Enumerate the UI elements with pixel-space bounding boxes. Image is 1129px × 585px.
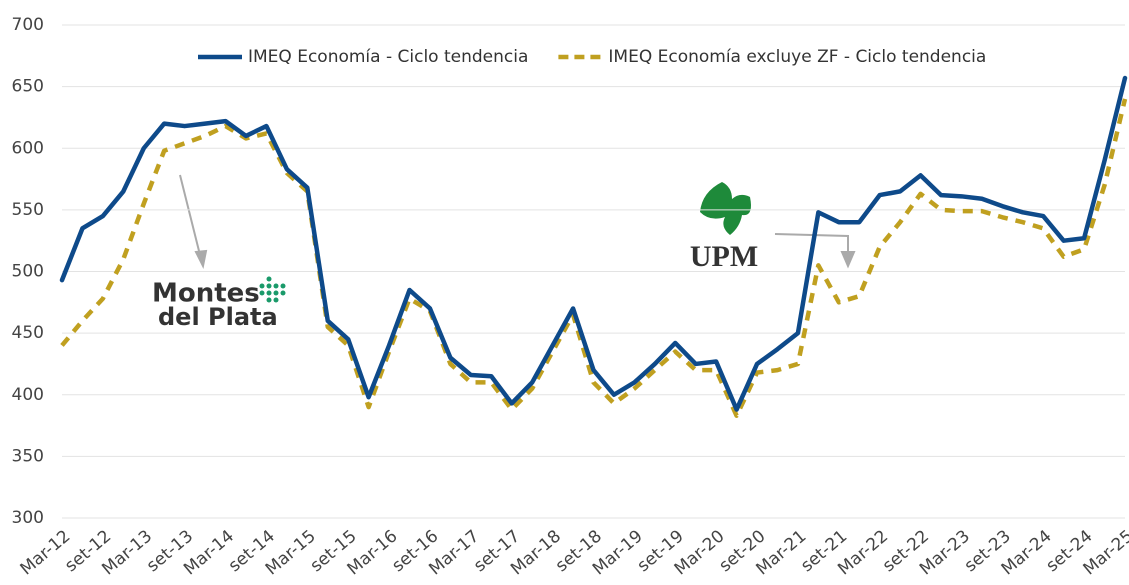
y-tick-label: 350 [12,446,44,466]
montes-icon [259,276,286,303]
upm-logo: UPM [690,182,758,273]
arrows [179,174,856,270]
upm-icon [700,182,751,235]
y-tick-label: 550 [12,200,44,220]
y-tick-label: 650 [12,77,44,97]
montes-logo: Montes del Plata [152,276,286,331]
x-tick-label: Mar-12 [17,526,75,579]
annotation: UPM [690,240,758,273]
series-line [59,75,1128,412]
annotation: Montes [152,279,260,309]
legend-label: IMEQ Economía - Ciclo tendencia [248,47,528,67]
y-tick-label: 400 [12,385,44,405]
y-tick-label: 300 [12,508,44,528]
annotation: del Plata [158,303,278,331]
y-tick-label: 700 [12,15,44,35]
series-line [60,98,1128,418]
y-tick-label: 450 [12,323,44,343]
y-tick-label: 500 [12,262,44,282]
y-tick-label: 600 [12,138,44,158]
legend-label: IMEQ Economía excluye ZF - Ciclo tendenc… [608,47,986,67]
